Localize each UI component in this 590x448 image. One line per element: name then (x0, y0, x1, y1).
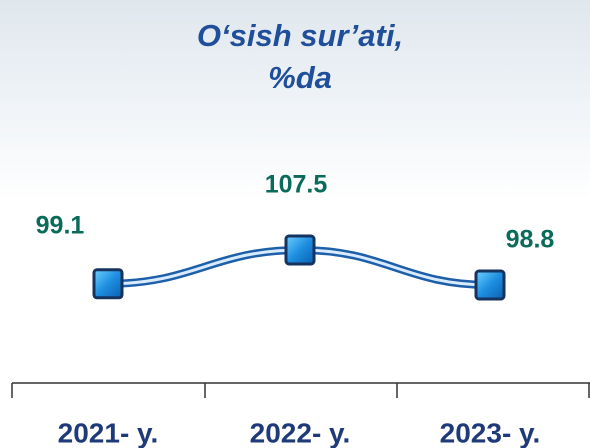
data-label: 98.8 (506, 226, 555, 254)
marker (284, 234, 316, 266)
x-tick-label: 2023- y. (440, 417, 541, 448)
chart-title: %da (268, 60, 332, 95)
data-label: 107.5 (265, 171, 328, 199)
x-axis (11, 382, 590, 398)
chart-title: O‘sish sur’ati, (197, 18, 403, 53)
x-tick-label: 2021- y. (58, 417, 159, 448)
data-label: 99.1 (36, 211, 85, 239)
marker (474, 269, 506, 301)
marker (92, 268, 124, 300)
x-tick-label: 2022- y. (250, 417, 351, 448)
